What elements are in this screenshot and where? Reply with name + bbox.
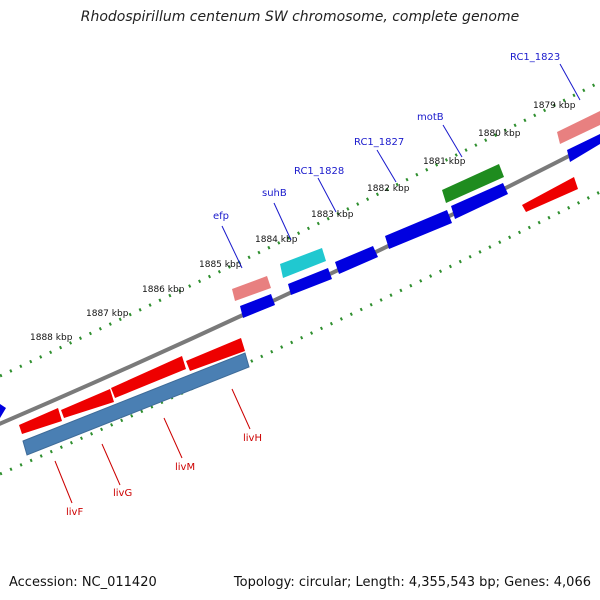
gene-blue-right[interactable] — [567, 134, 600, 162]
gene-rc1-1823-pink[interactable] — [557, 111, 600, 144]
label-motb: motB — [417, 112, 444, 123]
label-livh: livH — [243, 433, 262, 444]
bottom-gene-labels: livF livG livM livH — [54, 388, 262, 518]
kbp-label-1888: 1888 kbp — [30, 333, 73, 343]
kbp-label-1879: 1879 kbp — [533, 101, 576, 111]
gene-blue-suhb[interactable] — [288, 268, 332, 295]
kbp-label-1886: 1886 kbp — [142, 285, 185, 295]
label-rc1-1827: RC1_1827 — [354, 137, 404, 148]
gene-red-right[interactable] — [522, 177, 578, 212]
top-gene-labels: RC1_1823 motB RC1_1827 RC1_1828 suhB efp — [213, 52, 581, 269]
kbp-label-1884: 1884 kbp — [255, 235, 298, 245]
gene-livh-red[interactable] — [186, 338, 245, 371]
kbp-label-1880: 1880 kbp — [478, 129, 521, 139]
label-livf: livF — [66, 507, 83, 518]
reverse-genes — [19, 177, 578, 434]
accession-info: Accession: NC_011420 — [9, 575, 157, 590]
gene-rc1-1827[interactable] — [385, 210, 452, 249]
gene-blue-motb[interactable] — [451, 183, 508, 219]
kbp-labels: 1879 kbp 1880 kbp 1881 kbp 1882 kbp 1883… — [30, 101, 576, 343]
label-rc1-1823: RC1_1823 — [510, 52, 560, 63]
label-suhb: suhB — [262, 188, 287, 199]
gene-livg-red[interactable] — [61, 389, 114, 418]
gene-rc1-1828[interactable] — [335, 246, 378, 274]
liv-operon-bar[interactable] — [22, 352, 250, 456]
outer-tick-track — [0, 80, 600, 378]
gene-livf-red[interactable] — [19, 408, 62, 434]
gene-suhb[interactable] — [280, 248, 326, 278]
label-livg: livG — [113, 488, 132, 499]
kbp-label-1883: 1883 kbp — [311, 210, 354, 220]
kbp-label-1887: 1887 kbp — [86, 309, 129, 319]
label-livm: livM — [175, 462, 195, 473]
label-rc1-1828: RC1_1828 — [294, 166, 344, 177]
genome-stats: Topology: circular; Length: 4,355,543 bp… — [233, 575, 591, 590]
kbp-label-1882: 1882 kbp — [367, 184, 410, 194]
kbp-label-1885: 1885 kbp — [199, 260, 242, 270]
label-efp: efp — [213, 211, 229, 222]
gene-blue-left-edge[interactable] — [0, 404, 6, 418]
map-title: Rhodospirillum centenum SW chromosome, c… — [80, 9, 520, 25]
gene-motb[interactable] — [442, 164, 504, 203]
forward-genes — [0, 111, 600, 418]
gene-blue-efp[interactable] — [240, 294, 275, 318]
gene-efp[interactable] — [232, 276, 271, 301]
gene-livm-red[interactable] — [111, 356, 186, 398]
kbp-label-1881: 1881 kbp — [423, 157, 466, 167]
